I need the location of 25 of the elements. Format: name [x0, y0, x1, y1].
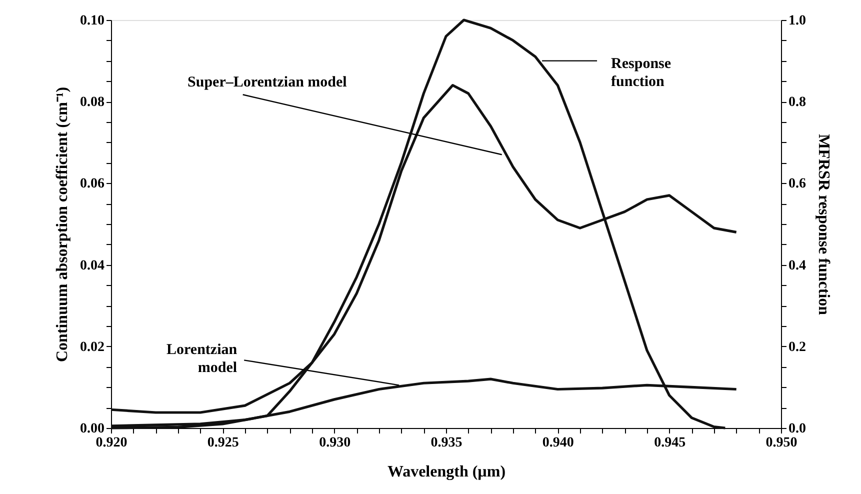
- y-tick-label: 0.00: [80, 422, 104, 436]
- x-tick-label: 0.945: [654, 436, 686, 450]
- y2-tick-label: 1.0: [788, 14, 806, 28]
- x-tick-label: 0.920: [96, 436, 128, 450]
- annotation: Super–Lorentzian model: [188, 74, 347, 91]
- y2-tick-label: 0.0: [788, 422, 806, 436]
- x-tick-label: 0.925: [207, 436, 239, 450]
- x-tick-label: 0.930: [319, 436, 351, 450]
- y-tick-label: 0.06: [80, 176, 104, 192]
- y2-tick-label: 0.4: [788, 258, 806, 274]
- y2-tick-label: 0.2: [788, 340, 806, 355]
- x-tick-label: 0.940: [542, 436, 574, 450]
- y-tick-label: 0.08: [80, 95, 104, 110]
- x-tick-label: 0.950: [766, 436, 798, 450]
- y2-axis-title: MFRSR response function: [815, 134, 832, 316]
- annotation: Response function: [611, 56, 672, 90]
- annotation: Lorentzian model: [166, 342, 238, 376]
- y-tick-label: 0.10: [80, 14, 104, 28]
- y-axis-title: Continuum absorption coefficient (cm⁻¹): [54, 86, 71, 362]
- y2-tick-label: 0.6: [788, 176, 806, 192]
- y2-tick-label: 0.8: [788, 95, 806, 110]
- y-tick-label: 0.04: [80, 258, 104, 274]
- x-tick-label: 0.935: [430, 436, 462, 450]
- y-tick-label: 0.02: [80, 340, 104, 355]
- x-axis-title: Wavelength (µm): [387, 464, 506, 480]
